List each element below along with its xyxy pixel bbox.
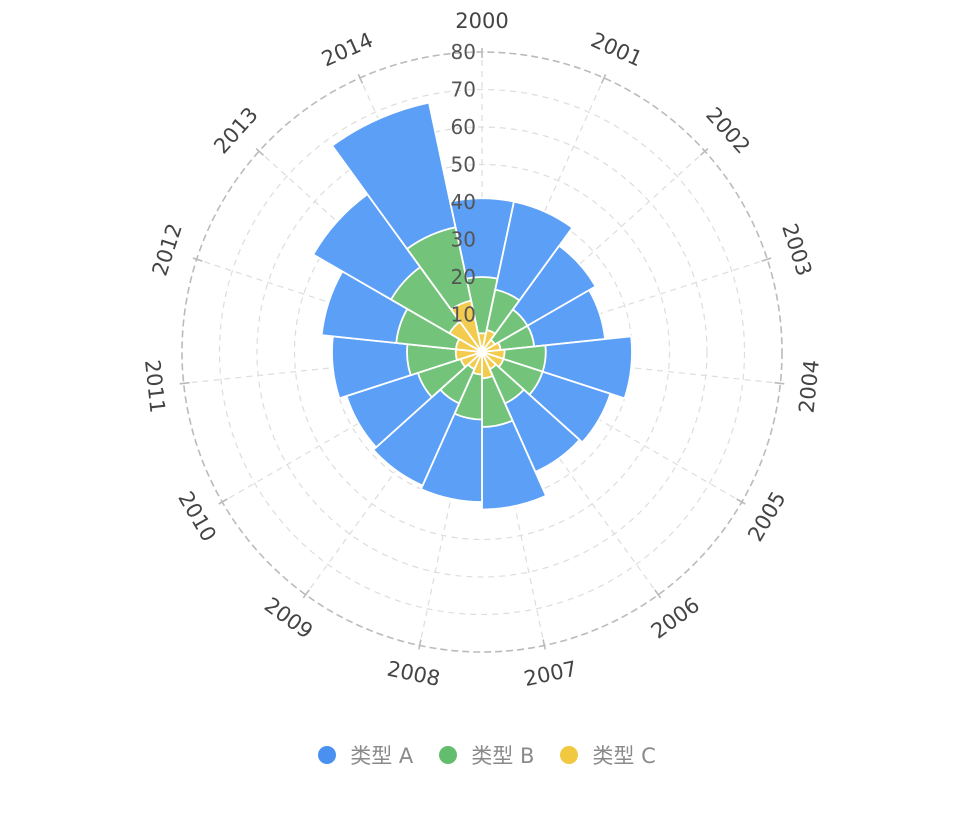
legend-marker-c xyxy=(560,746,579,764)
category-label: 2006 xyxy=(647,593,704,644)
category-label: 2008 xyxy=(385,657,442,692)
legend-label-c: 类型 C xyxy=(592,744,656,768)
angle-tick xyxy=(302,589,310,599)
category-label: 2005 xyxy=(743,487,791,545)
angle-tick xyxy=(218,498,228,505)
legend-label-a: 类型 A xyxy=(350,744,414,768)
radial-tick-label: 10 xyxy=(451,303,476,327)
legend-label-b: 类型 B xyxy=(471,744,535,768)
grid-circle xyxy=(218,88,746,616)
category-label: 2011 xyxy=(140,359,169,415)
category-label: 2001 xyxy=(587,28,646,72)
radial-tick-label: 60 xyxy=(451,115,476,139)
category-label: 2012 xyxy=(148,221,187,279)
legend-marker-b xyxy=(439,746,458,764)
legend-item-c[interactable]: 类型 C xyxy=(560,740,656,770)
angle-tick xyxy=(357,73,364,84)
angle-tick xyxy=(736,498,746,505)
radial-tick-label: 70 xyxy=(451,78,476,102)
chart-bars xyxy=(312,101,633,511)
radial-tick-label: 80 xyxy=(451,40,476,64)
chart-legend: 类型 A 类型 B 类型 C xyxy=(0,740,974,770)
angle-tick xyxy=(418,639,422,650)
category-label: 2000 xyxy=(455,9,508,33)
category-label: 2003 xyxy=(777,221,816,279)
category-label: 2014 xyxy=(318,28,377,72)
angle-tick xyxy=(699,147,709,156)
bar-c-2014[interactable] xyxy=(450,299,483,353)
category-label: 2002 xyxy=(701,103,755,159)
radial-tick-label: 30 xyxy=(451,228,476,252)
angle-tick xyxy=(761,257,772,262)
legend-marker-a xyxy=(318,746,337,764)
angle-tick xyxy=(600,73,607,84)
radial-tick-label: 20 xyxy=(451,265,476,289)
category-label: 2007 xyxy=(522,657,579,692)
radial-tick-label: 50 xyxy=(451,153,476,177)
angle-tick xyxy=(255,147,265,156)
category-label: 2004 xyxy=(794,359,823,415)
angle-tick xyxy=(542,639,546,650)
angle-tick xyxy=(179,381,190,385)
legend-item-b[interactable]: 类型 B xyxy=(439,740,534,770)
legend-item-a[interactable]: 类型 A xyxy=(318,740,413,770)
angle-tick xyxy=(654,589,662,599)
angle-tick xyxy=(192,257,203,262)
category-label: 2009 xyxy=(260,593,317,644)
radial-axis: 10 20 30 40 50 60 70 80 xyxy=(451,40,476,327)
category-label: 2013 xyxy=(209,103,263,159)
radial-tick-label: 40 xyxy=(451,190,476,214)
angle-tick xyxy=(774,381,785,385)
category-label: 2010 xyxy=(173,487,221,545)
